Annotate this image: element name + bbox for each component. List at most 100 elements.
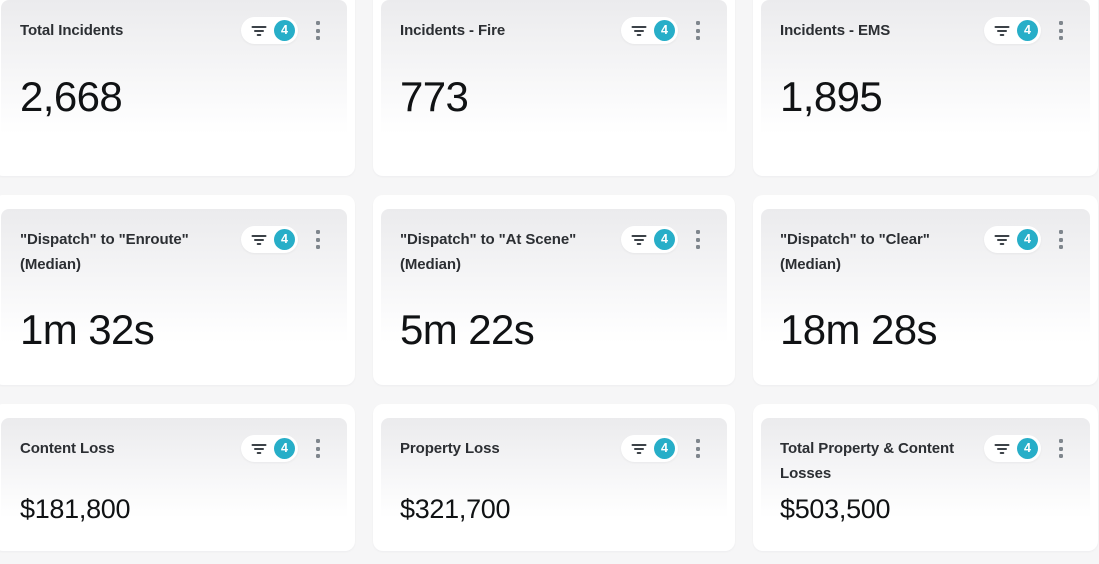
kebab-menu-button[interactable] [691,435,705,462]
filter-funnel-icon [631,25,647,36]
kpi-card: Incidents - Fire 4 [373,0,735,176]
filter-button[interactable]: 4 [241,17,298,44]
card-header-controls: 4 [984,226,1068,253]
card-value: 18m 28s [780,306,937,353]
card-header: "Dispatch" to "Clear" (Median) 4 [780,226,1068,277]
kpi-card-panel: Total Property & Content Losses 4 [761,418,1090,543]
kebab-dot [1059,28,1063,33]
kebab-dot [316,28,320,33]
kpi-card: "Dispatch" to "Clear" (Median) 4 [753,195,1098,385]
card-title: "Dispatch" to "Enroute" (Median) [20,231,189,273]
card-title: Incidents - EMS [780,22,891,39]
filter-funnel-icon [251,234,267,245]
filter-count-badge: 4 [1017,229,1038,250]
filter-button[interactable]: 4 [621,226,678,253]
filter-funnel-icon [631,443,647,454]
kebab-dot [316,439,320,443]
kpi-card: Total Property & Content Losses 4 [753,404,1098,551]
card-value: 773 [400,73,469,120]
card-title: "Dispatch" to "Clear" (Median) [780,231,930,273]
card-header: Content Loss 4 [20,435,325,462]
kebab-menu-button[interactable] [691,17,705,44]
kebab-dot [1059,439,1063,443]
kebab-dot [696,439,700,443]
kebab-dot [316,21,320,25]
card-header: Incidents - EMS 4 [780,17,1068,44]
kpi-card-panel: "Dispatch" to "Clear" (Median) 4 [761,209,1090,377]
kpi-card-panel: Content Loss 4 [1,418,347,543]
card-value: $181,800 [20,494,131,525]
kpi-card-panel: Property Loss 4 [381,418,727,543]
kebab-dot [696,446,700,451]
card-value: $503,500 [780,494,891,525]
card-header-controls: 4 [241,226,325,253]
kpi-card: "Dispatch" to "At Scene" (Median) 4 [373,195,735,385]
filter-count-badge: 4 [654,229,675,250]
card-title: "Dispatch" to "At Scene" (Median) [400,231,577,273]
card-header: "Dispatch" to "At Scene" (Median) 4 [400,226,705,277]
filter-button[interactable]: 4 [984,226,1041,253]
filter-funnel-icon [251,443,267,454]
card-header-controls: 4 [241,17,325,44]
kpi-card: "Dispatch" to "Enroute" (Median) 4 [0,195,355,385]
card-value: 1,895 [780,73,883,120]
card-header-controls: 4 [621,17,705,44]
kebab-menu-button[interactable] [311,435,325,462]
filter-funnel-icon [994,25,1010,36]
kebab-menu-button[interactable] [1054,226,1068,253]
kebab-dot [1059,21,1063,25]
kpi-card-panel: "Dispatch" to "Enroute" (Median) 4 [1,209,347,377]
kebab-dot [1059,36,1063,40]
filter-count-badge: 4 [1017,20,1038,41]
kebab-menu-button[interactable] [311,17,325,44]
kebab-dot [696,28,700,33]
card-value: 5m 22s [400,306,535,353]
filter-funnel-icon [251,25,267,36]
card-header: Property Loss 4 [400,435,705,462]
kebab-dot [1059,245,1063,249]
kebab-dot [316,36,320,40]
kebab-dot [696,36,700,40]
card-title: Content Loss [20,440,115,457]
card-value: $321,700 [400,494,511,525]
filter-count-badge: 4 [274,438,295,459]
kebab-menu-button[interactable] [691,226,705,253]
kebab-dot [316,237,320,242]
card-header-controls: 4 [621,226,705,253]
kpi-card: Property Loss 4 [373,404,735,551]
kpi-dashboard-grid: Total Incidents 4 [0,0,1098,551]
kpi-card-panel: Incidents - Fire 4 [381,0,727,168]
kebab-dot [316,446,320,451]
card-header-controls: 4 [984,435,1068,462]
filter-count-badge: 4 [274,229,295,250]
kebab-dot [1059,446,1063,451]
card-header-controls: 4 [621,435,705,462]
kebab-menu-button[interactable] [1054,435,1068,462]
filter-button[interactable]: 4 [241,226,298,253]
kebab-dot [1059,230,1063,234]
filter-button[interactable]: 4 [984,435,1041,462]
kebab-menu-button[interactable] [1054,17,1068,44]
filter-count-badge: 4 [654,20,675,41]
filter-funnel-icon [994,443,1010,454]
filter-button[interactable]: 4 [621,435,678,462]
card-value: 1m 32s [20,306,155,353]
kebab-dot [696,230,700,234]
kebab-dot [696,237,700,242]
kebab-dot [1059,237,1063,242]
card-title: Total Incidents [20,22,124,39]
filter-button[interactable]: 4 [984,17,1041,44]
kpi-card-panel: "Dispatch" to "At Scene" (Median) 4 [381,209,727,377]
filter-funnel-icon [994,234,1010,245]
filter-button[interactable]: 4 [621,17,678,44]
card-header-controls: 4 [984,17,1068,44]
filter-button[interactable]: 4 [241,435,298,462]
kebab-dot [696,454,700,458]
card-value: 2,668 [20,73,123,120]
card-header: "Dispatch" to "Enroute" (Median) 4 [20,226,325,277]
filter-count-badge: 4 [1017,438,1038,459]
filter-funnel-icon [631,234,647,245]
kebab-dot [316,454,320,458]
card-header: Incidents - Fire 4 [400,17,705,44]
kebab-menu-button[interactable] [311,226,325,253]
